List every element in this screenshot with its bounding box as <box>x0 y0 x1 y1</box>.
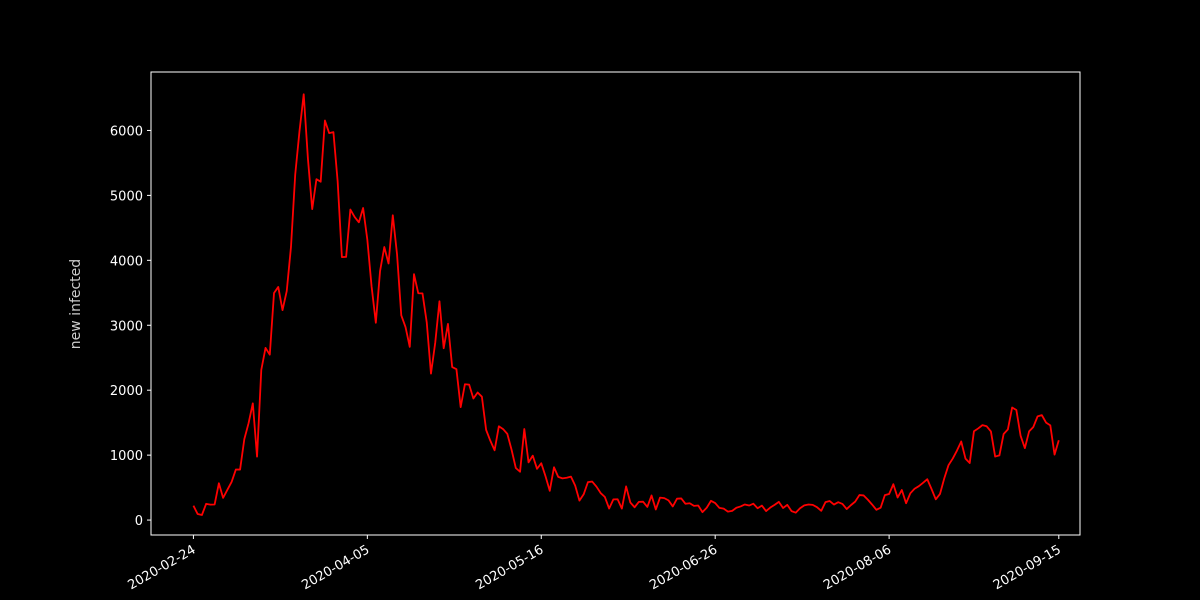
y-tick-label: 4000 <box>110 254 143 269</box>
x-tick-label: 2020-02-24 <box>125 542 198 593</box>
y-tick-label: 0 <box>135 514 143 529</box>
y-axis: 0 1000 2000 3000 4000 5000 6000 <box>110 124 151 529</box>
x-axis: 2020-02-24 2020-04-05 2020-05-16 2020-06-26… <box>125 535 1064 593</box>
x-tick-label: 2020-09-15 <box>991 542 1064 593</box>
y-tick-label: 3000 <box>110 319 143 334</box>
y-tick-label: 5000 <box>110 189 143 204</box>
x-tick-label: 2020-06-26 <box>647 542 720 593</box>
y-axis-label: new infected <box>68 259 84 349</box>
series-line <box>192 93 1060 516</box>
y-tick-label: 1000 <box>110 449 143 464</box>
x-tick-label: 2020-04-05 <box>299 542 372 593</box>
plot-area <box>150 71 1081 536</box>
y-tick-label: 2000 <box>110 384 143 399</box>
y-tick-label: 6000 <box>110 124 143 139</box>
x-tick-label: 2020-08-06 <box>821 542 894 593</box>
x-tick-label: 2020-05-16 <box>473 542 546 593</box>
